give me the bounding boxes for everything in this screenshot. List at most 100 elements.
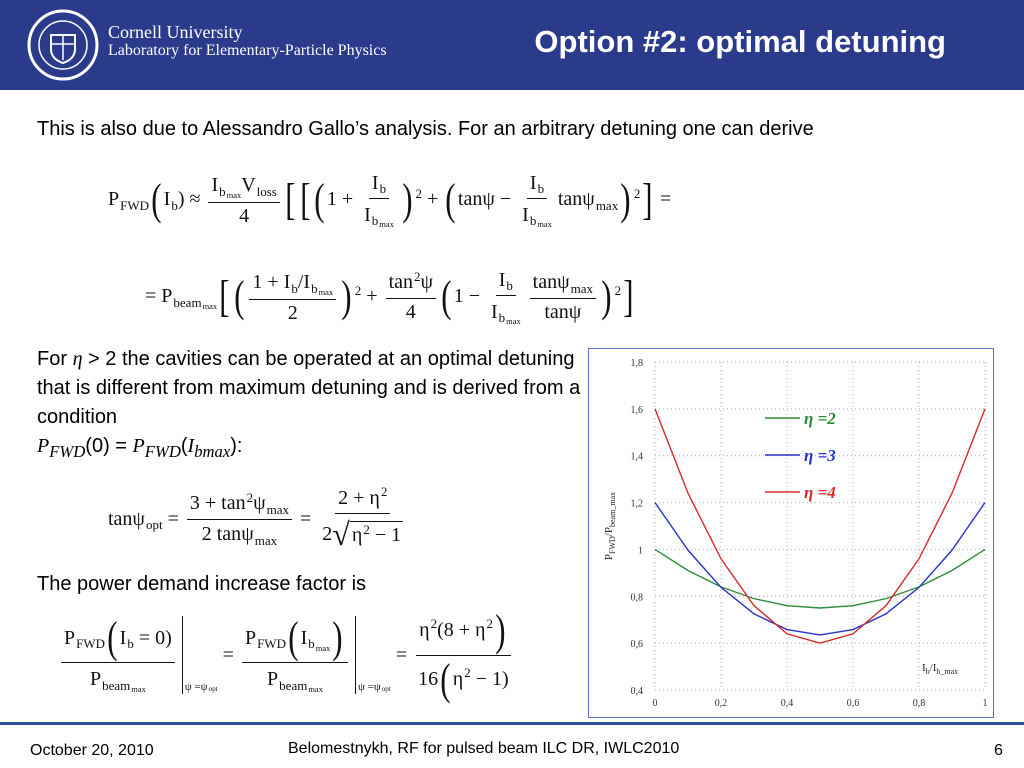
x-tick-label: 0,8: [913, 698, 926, 709]
math-text: 4: [405, 301, 416, 324]
paragraph: For η > 2 the cavities can be operated a…: [37, 345, 582, 466]
math-text: [: [219, 271, 230, 321]
scripts: max: [267, 491, 289, 517]
label-subscript: b: [926, 667, 930, 676]
scripts: opt: [146, 506, 163, 532]
scripted: ψ max: [241, 522, 277, 547]
math-row: ψ = ψ opt: [185, 680, 218, 694]
math-text: b: [308, 636, 315, 652]
scripted: tanψ max: [533, 270, 593, 295]
math-text: b: [537, 181, 545, 197]
math-text: 16: [418, 668, 439, 690]
superscript: 2: [431, 617, 438, 631]
math-text: 3 +: [189, 492, 222, 515]
scripted: beam max: [173, 295, 217, 311]
subscript: b: [538, 182, 545, 196]
scripts: max: [131, 677, 146, 693]
x-tick-label: 0,4: [781, 698, 794, 709]
math-text: tanψ: [108, 507, 145, 530]
math-text: b: [127, 636, 134, 652]
math-text: 1 +: [252, 271, 284, 294]
y-tick-label: 1,8: [631, 358, 644, 369]
scripted: b max: [311, 281, 333, 297]
text: > 2 the cavities can be operated at an o…: [37, 348, 581, 428]
math-text: tanψ: [557, 188, 595, 211]
math-text: η: [369, 486, 380, 509]
scripts: b max: [530, 201, 552, 229]
evaluation-point: ψ = ψ opt: [358, 680, 391, 694]
math-text: I: [303, 271, 311, 294]
math-text: FWD: [76, 636, 106, 652]
scripts: FWD: [120, 187, 149, 213]
subscript: max: [571, 282, 593, 296]
paragraph: The power demand increase factor is: [37, 570, 366, 599]
scripted: P FWD: [64, 626, 105, 651]
scripts: 2: [414, 269, 421, 297]
math-text: /: [297, 271, 304, 294]
math-row: 2 tan ψ max: [202, 522, 277, 547]
math-text: P: [64, 626, 76, 649]
scripts: b: [171, 187, 178, 213]
math-text: loss: [256, 184, 277, 199]
y-tick-label: 1,2: [631, 499, 644, 510]
fraction: tan 2 ψ 4: [385, 269, 437, 325]
math-text: 2: [486, 616, 494, 632]
math-text: beam: [173, 295, 202, 310]
math-text: 2: [380, 483, 388, 499]
scripted: tan 2: [389, 269, 421, 297]
math-text: FWD: [257, 636, 286, 652]
scripts: 2: [487, 617, 494, 644]
math-text: − 1): [470, 668, 509, 690]
math-text: 4: [239, 205, 250, 228]
math-text: =: [655, 188, 672, 211]
math-text: ψ =: [357, 680, 374, 693]
scripted: ) 2: [400, 177, 422, 222]
footer-center: Belomestnykh, RF for pulsed beam ILC DR,…: [288, 740, 680, 757]
math-text: b: [506, 278, 513, 294]
math-text: 1 +: [326, 188, 359, 211]
math-text: 2: [430, 616, 438, 632]
subscript: bmax: [194, 442, 231, 461]
logo: [27, 9, 99, 81]
math-text: η: [351, 524, 363, 547]
math-text: [: [285, 174, 296, 224]
subscript: max: [131, 684, 146, 694]
math-text: P: [161, 285, 173, 308]
math-text: ]: [623, 271, 634, 321]
math-text: = 0): [133, 626, 172, 649]
y-tick-label: 0,6: [631, 639, 644, 650]
scripts: FWD: [76, 626, 105, 651]
math-text: ]: [642, 174, 653, 224]
page-number: 6: [994, 742, 1003, 759]
math-text: ): [620, 174, 631, 224]
math-text: max: [595, 198, 619, 214]
scripted: b max: [372, 213, 394, 229]
scripted: ψ max: [253, 491, 289, 516]
text: This is also due to Alessandro Gallo’s a…: [37, 118, 814, 140]
subscript: max: [506, 317, 521, 326]
chart: 0,4 0,6 0,8 1 1,2 1,4 1,6 1,8 0 0,2 0,4 0,6 0,8 1 η =2…: [588, 348, 994, 718]
math-text: max: [308, 683, 323, 694]
scripted: P FWD: [108, 187, 149, 212]
math-text: [: [299, 174, 310, 224]
scripts: beam max: [102, 665, 146, 693]
scripted: b max: [530, 213, 552, 229]
math-text: 2: [287, 302, 298, 325]
math-text: 2 +: [338, 486, 370, 509]
math-text: I: [529, 171, 537, 194]
text: ):: [230, 435, 243, 457]
